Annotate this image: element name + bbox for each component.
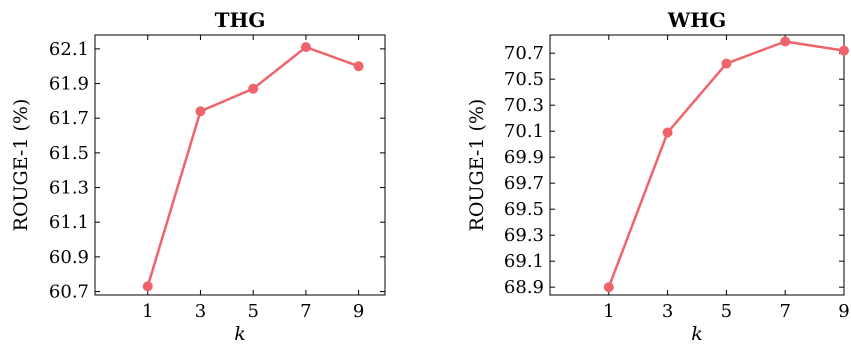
x-tick-label: 9	[353, 301, 364, 322]
x-tick-label: 9	[838, 301, 849, 322]
x-tick-label: 5	[721, 301, 732, 322]
data-point	[195, 106, 206, 117]
x-tick-label: 1	[142, 301, 153, 322]
data-point	[300, 42, 311, 53]
y-tick-label: 68.9	[504, 277, 544, 298]
data-point	[662, 127, 673, 138]
y-tick-label: 61.1	[49, 212, 89, 233]
y-axis-label: ROUGE-1 (%)	[10, 99, 32, 232]
chart-thg: THG 60.7 60.9 61.1 61.3 61.5 61.7 61.9 62.1 1 3 5 7 9…	[10, 8, 386, 345]
chart-title: THG	[215, 8, 266, 32]
x-tick-label: 7	[779, 301, 790, 322]
y-tick-label: 61.5	[49, 143, 89, 164]
data-point	[839, 45, 849, 56]
y-axis-label: ROUGE-1 (%)	[466, 99, 488, 232]
x-axis-label: k	[234, 323, 246, 345]
data-point	[721, 58, 732, 69]
y-tick-label: 70.1	[504, 121, 544, 142]
data-point	[248, 83, 259, 94]
y-tick-label: 69.5	[504, 199, 544, 220]
series-line	[607, 40, 845, 288]
y-tick-label: 70.5	[504, 69, 544, 90]
y-tick-label: 60.7	[49, 282, 89, 303]
chart-whg: WHG 68.9 69.1 69.3 69.5 69.7 69.9 70.1 70.3 70.5 7…	[466, 8, 850, 345]
plot-frame	[94, 34, 386, 296]
plot-frame	[549, 34, 845, 296]
y-tick-label: 69.3	[504, 225, 544, 246]
series-line	[146, 45, 360, 287]
x-tick-label: 5	[247, 301, 258, 322]
x-tick-label: 3	[195, 301, 206, 322]
y-tick-label: 61.3	[49, 178, 89, 199]
data-point	[142, 281, 153, 292]
data-point	[780, 36, 791, 47]
x-axis-label: k	[691, 323, 703, 345]
chart-title: WHG	[667, 8, 726, 32]
y-tick-label: 60.9	[49, 247, 89, 268]
y-tick-label: 69.1	[504, 251, 544, 272]
x-tick-label: 7	[300, 301, 311, 322]
y-tick-label: 62.1	[49, 39, 89, 60]
y-tick-label: 61.7	[49, 108, 89, 129]
y-tick-label: 70.7	[504, 43, 544, 64]
y-tick-label: 69.9	[504, 147, 544, 168]
x-tick-label: 3	[662, 301, 673, 322]
data-point	[603, 282, 614, 293]
y-tick-label: 61.9	[49, 74, 89, 95]
data-point	[353, 61, 364, 72]
y-tick-label: 70.3	[504, 95, 544, 116]
y-tick-label: 69.7	[504, 173, 544, 194]
x-tick-label: 1	[603, 301, 614, 322]
